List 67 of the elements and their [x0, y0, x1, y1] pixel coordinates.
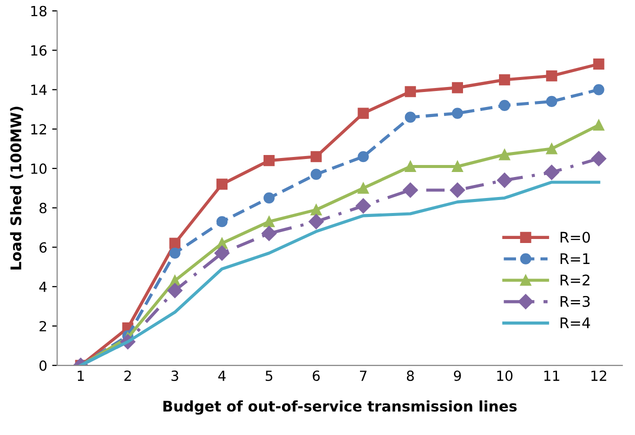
point [546, 70, 558, 82]
point [310, 168, 322, 180]
y-tick-label: 8 [40, 202, 46, 214]
point [452, 108, 464, 119]
x-tick-label: 7 [360, 370, 367, 381]
point [358, 151, 369, 162]
x-tick-label: 10 [497, 370, 512, 382]
x-tick-label: 3 [172, 370, 178, 382]
point [308, 214, 324, 230]
x-tick-label: 4 [218, 370, 226, 381]
point [452, 160, 464, 172]
x-tick-label: 2 [124, 370, 131, 381]
y-tick-label: 14 [31, 84, 47, 95]
point [214, 246, 230, 261]
point [404, 112, 416, 123]
y-tick-label: 6 [40, 242, 47, 253]
point [167, 282, 182, 298]
point [593, 84, 604, 96]
y-tick-label: 12 [31, 124, 46, 134]
y-tick-label: 2 [40, 320, 46, 332]
legend-label: R=0 [560, 232, 590, 243]
y-tick-label: 0 [40, 360, 47, 371]
point [544, 164, 560, 180]
point [169, 238, 180, 249]
y-tick-label: 4 [39, 282, 47, 292]
point [499, 74, 510, 86]
point [546, 143, 558, 154]
point [216, 216, 228, 228]
point [264, 216, 275, 228]
point [450, 182, 466, 198]
point [264, 192, 275, 204]
legend-label: R=4 [560, 318, 590, 328]
point [593, 58, 604, 70]
point [358, 108, 369, 119]
point [310, 204, 322, 216]
point [404, 86, 416, 98]
x-tick-label: 11 [544, 370, 560, 381]
x-tick-label: 8 [406, 370, 414, 382]
point [169, 248, 180, 259]
point [499, 100, 510, 111]
legend-label: R=1 [560, 253, 590, 264]
y-axis-title: Load Shed (100MW) [10, 106, 24, 270]
point [402, 182, 418, 198]
point [262, 226, 277, 242]
point [264, 155, 275, 166]
y-tick-label: 16 [31, 45, 47, 56]
point [593, 120, 604, 131]
x-tick-label: 12 [591, 370, 606, 381]
point [358, 182, 369, 194]
point [499, 149, 510, 160]
x-tick-label: 5 [266, 370, 272, 382]
x-tick-label: 1 [78, 370, 84, 381]
y-tick-label: 10 [31, 163, 47, 174]
point [404, 160, 416, 172]
legend-label: R=2 [560, 274, 590, 286]
y-tick-label: 18 [31, 6, 46, 16]
x-tick-label: 6 [312, 370, 320, 382]
x-tick-label: 9 [454, 370, 461, 382]
point [216, 178, 228, 190]
point [310, 151, 322, 162]
x-axis-title: Budget of out-of-service transmission lines [163, 400, 517, 415]
point [452, 82, 464, 94]
point [356, 198, 371, 214]
point [496, 172, 512, 188]
legend-label: R=3 [560, 296, 590, 307]
point [546, 96, 558, 108]
point [591, 151, 606, 166]
